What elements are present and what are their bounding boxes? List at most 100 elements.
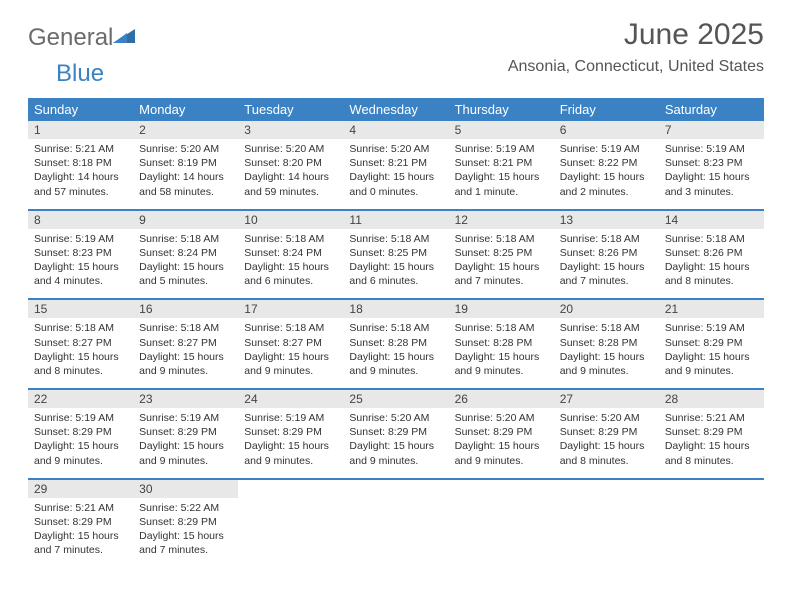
day-number: 29 [28,480,133,498]
daylight-line: Daylight: 15 hours [560,260,653,274]
day-cell [449,498,554,568]
day-number [449,480,554,498]
sunset-line: Sunset: 8:29 PM [455,425,548,439]
day-number: 5 [449,121,554,139]
sunrise-line: Sunrise: 5:20 AM [455,411,548,425]
day-number: 24 [238,390,343,408]
weekday-header: Tuesday [238,98,343,121]
sunset-line: Sunset: 8:29 PM [560,425,653,439]
daylight-line: and 3 minutes. [665,185,758,199]
sunset-line: Sunset: 8:24 PM [244,246,337,260]
day-cell: Sunrise: 5:18 AMSunset: 8:27 PMDaylight:… [238,318,343,389]
day-number-row: 2930 [28,480,764,498]
day-cell: Sunrise: 5:20 AMSunset: 8:29 PMDaylight:… [449,408,554,479]
sunset-line: Sunset: 8:29 PM [139,425,232,439]
sunrise-line: Sunrise: 5:18 AM [455,232,548,246]
logo: General [28,24,135,52]
day-number-row: 1234567 [28,121,764,139]
sunrise-line: Sunrise: 5:18 AM [455,321,548,335]
day-number: 20 [554,300,659,318]
daylight-line: Daylight: 14 hours [34,170,127,184]
daylight-line: Daylight: 15 hours [455,350,548,364]
sunrise-line: Sunrise: 5:19 AM [665,321,758,335]
daylight-line: and 59 minutes. [244,185,337,199]
day-cell: Sunrise: 5:19 AMSunset: 8:23 PMDaylight:… [659,139,764,210]
weekday-header: Friday [554,98,659,121]
daylight-line: and 57 minutes. [34,185,127,199]
daylight-line: and 8 minutes. [665,454,758,468]
day-number: 12 [449,211,554,229]
sunrise-line: Sunrise: 5:19 AM [665,142,758,156]
day-number: 28 [659,390,764,408]
sunrise-line: Sunrise: 5:18 AM [560,321,653,335]
daylight-line: Daylight: 15 hours [34,350,127,364]
day-cell: Sunrise: 5:18 AMSunset: 8:28 PMDaylight:… [343,318,448,389]
daylight-line: and 9 minutes. [455,454,548,468]
daylight-line: Daylight: 15 hours [244,439,337,453]
daylight-line: and 9 minutes. [560,364,653,378]
day-cell: Sunrise: 5:18 AMSunset: 8:26 PMDaylight:… [659,229,764,300]
day-number: 7 [659,121,764,139]
day-number-row: 15161718192021 [28,300,764,318]
day-data-row: Sunrise: 5:18 AM Sunset: 8:27 PM Daylight:… [28,318,764,389]
daylight-line: and 2 minutes. [560,185,653,199]
sunset-line: Sunset: 8:27 PM [244,336,337,350]
day-cell: Sunrise: 5:18 AMSunset: 8:25 PMDaylight:… [449,229,554,300]
page-title: June 2025 [508,18,764,52]
daylight-line: and 9 minutes. [455,364,548,378]
sunrise-line: Sunrise: 5:20 AM [349,142,442,156]
day-cell: Sunrise: 5:18 AMSunset: 8:24 PMDaylight:… [238,229,343,300]
day-cell: Sunrise: 5:21 AMSunset: 8:18 PMDaylight:… [28,139,133,210]
day-number: 11 [343,211,448,229]
day-number: 21 [659,300,764,318]
day-cell: Sunrise: 5:18 AMSunset: 8:26 PMDaylight:… [554,229,659,300]
day-number: 18 [343,300,448,318]
sunrise-line: Sunrise: 5:20 AM [349,411,442,425]
day-number: 22 [28,390,133,408]
daylight-line: Daylight: 15 hours [665,350,758,364]
daylight-line: Daylight: 15 hours [349,439,442,453]
daylight-line: and 4 minutes. [34,274,127,288]
day-cell [238,498,343,568]
daylight-line: and 9 minutes. [244,454,337,468]
day-cell: Sunrise: 5:21 AMSunset: 8:29 PMDaylight:… [659,408,764,479]
daylight-line: and 1 minute. [455,185,548,199]
day-cell [554,498,659,568]
day-cell: Sunrise: 5:19 AMSunset: 8:29 PMDaylight:… [28,408,133,479]
sunset-line: Sunset: 8:29 PM [244,425,337,439]
weekday-header: Wednesday [343,98,448,121]
day-cell: Sunrise: 5:19 AMSunset: 8:22 PMDaylight:… [554,139,659,210]
daylight-line: Daylight: 15 hours [455,439,548,453]
daylight-line: Daylight: 15 hours [139,350,232,364]
daylight-line: Daylight: 15 hours [455,260,548,274]
sunset-line: Sunset: 8:22 PM [560,156,653,170]
sunrise-line: Sunrise: 5:18 AM [349,321,442,335]
sunset-line: Sunset: 8:28 PM [560,336,653,350]
day-number: 26 [449,390,554,408]
day-number: 3 [238,121,343,139]
daylight-line: Daylight: 15 hours [349,170,442,184]
daylight-line: and 9 minutes. [139,364,232,378]
weekday-header: Saturday [659,98,764,121]
sunset-line: Sunset: 8:21 PM [349,156,442,170]
day-cell: Sunrise: 5:18 AMSunset: 8:24 PMDaylight:… [133,229,238,300]
day-number [343,480,448,498]
day-number: 23 [133,390,238,408]
sunrise-line: Sunrise: 5:21 AM [34,501,127,515]
sunset-line: Sunset: 8:26 PM [665,246,758,260]
sunrise-line: Sunrise: 5:19 AM [455,142,548,156]
day-cell: Sunrise: 5:20 AMSunset: 8:29 PMDaylight:… [554,408,659,479]
day-number: 10 [238,211,343,229]
sunrise-line: Sunrise: 5:18 AM [665,232,758,246]
daylight-line: and 9 minutes. [349,364,442,378]
daylight-line: Daylight: 15 hours [560,350,653,364]
daylight-line: Daylight: 15 hours [349,350,442,364]
day-cell: Sunrise: 5:20 AMSunset: 8:20 PMDaylight:… [238,139,343,210]
sunrise-line: Sunrise: 5:19 AM [244,411,337,425]
logo-triangle-icon [113,27,135,45]
weekday-header: Thursday [449,98,554,121]
daylight-line: Daylight: 15 hours [139,439,232,453]
sunrise-line: Sunrise: 5:19 AM [34,232,127,246]
day-cell: Sunrise: 5:18 AMSunset: 8:27 PMDaylight:… [28,318,133,389]
sunset-line: Sunset: 8:28 PM [349,336,442,350]
